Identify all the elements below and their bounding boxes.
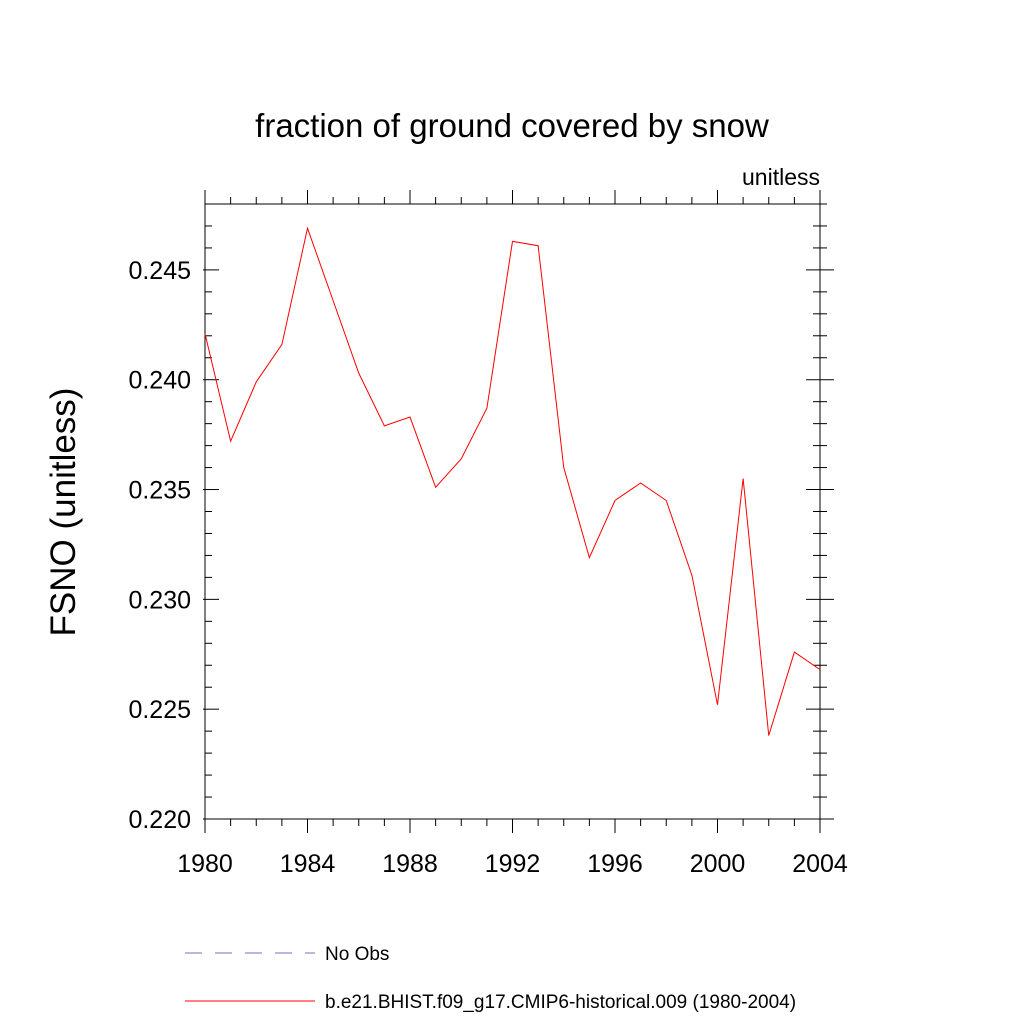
y-axis-label: FSNO (unitless) [44, 388, 83, 637]
series-layer [204, 226, 821, 736]
x-tick-label: 1984 [280, 850, 336, 878]
chart-title: fraction of ground covered by snow [255, 107, 769, 144]
units-label: unitless [742, 164, 820, 190]
x-tick-labels: 1980 1984 1988 1992 1996 2000 2004 [177, 850, 848, 878]
minor-ticks [205, 197, 827, 826]
legend-label-no-obs: No Obs [325, 944, 389, 965]
y-tick-label: 0.240 [128, 367, 191, 395]
major-ticks [203, 190, 834, 833]
y-tick-label: 0.245 [128, 257, 191, 285]
legend: No Obs b.e21.BHIST.f09_g17.CMIP6-histori… [185, 944, 796, 1013]
plot-frame [204, 203, 821, 820]
y-tick-label: 0.230 [128, 586, 191, 614]
x-tick-label: 1992 [485, 850, 541, 878]
y-tick-label: 0.225 [128, 696, 191, 724]
x-tick-label: 1996 [587, 850, 643, 878]
x-tick-label: 1980 [177, 850, 233, 878]
x-tick-label: 1988 [382, 850, 438, 878]
y-tick-labels: 0.220 0.225 0.230 0.235 0.240 0.245 [128, 257, 191, 834]
series-line-historical [204, 226, 821, 736]
x-tick-label: 2000 [690, 850, 746, 878]
legend-label-historical: b.e21.BHIST.f09_g17.CMIP6-historical.009… [325, 992, 796, 1013]
y-tick-label: 0.220 [128, 806, 191, 834]
x-tick-label: 2004 [792, 850, 848, 878]
y-tick-label: 0.235 [128, 477, 191, 505]
